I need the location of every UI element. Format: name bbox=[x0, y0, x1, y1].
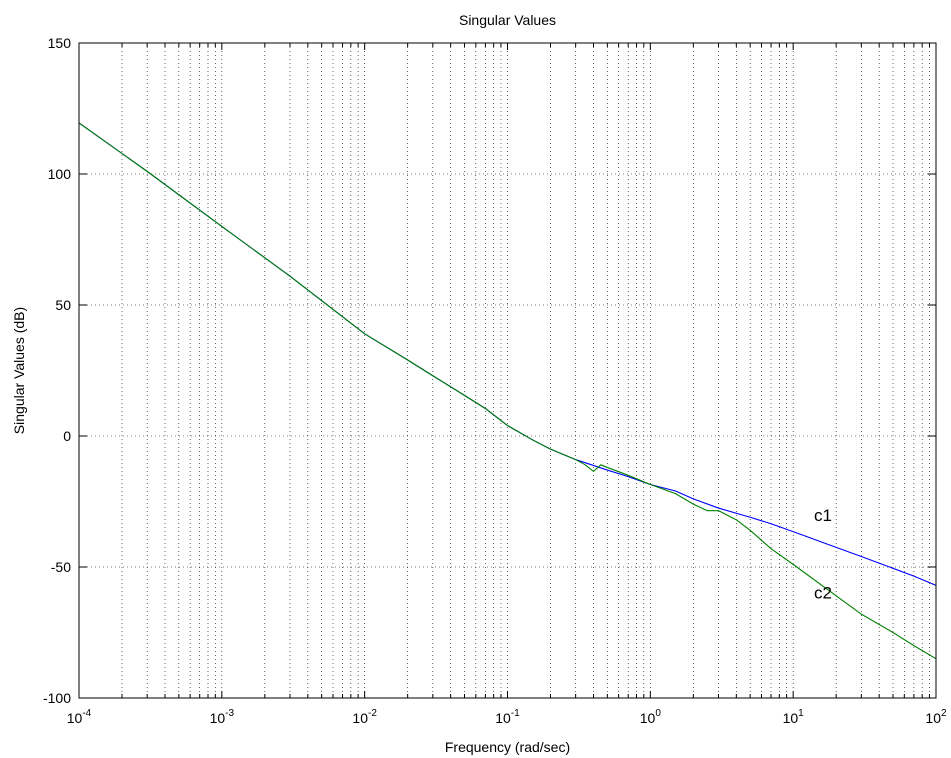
y-axis-label: Singular Values (dB) bbox=[11, 307, 27, 434]
grid bbox=[79, 43, 936, 698]
ticks bbox=[79, 42, 936, 699]
plot-area bbox=[79, 43, 936, 698]
annotation-c1: c1 bbox=[814, 506, 832, 525]
x-tick-label: 10-3 bbox=[210, 708, 235, 726]
y-tick-label: -50 bbox=[51, 559, 71, 575]
chart-title: Singular Values bbox=[459, 12, 556, 28]
x-tick-label: 101 bbox=[783, 708, 805, 726]
x-tick-label: 100 bbox=[640, 708, 662, 726]
annotations: c1 c2 bbox=[814, 506, 832, 602]
y-tick-label: 0 bbox=[63, 428, 71, 444]
x-tick-label: 10-2 bbox=[352, 708, 377, 726]
series-group bbox=[78, 122, 937, 660]
y-tick-label: 50 bbox=[55, 297, 71, 313]
tick-labels: 150 100 50 0 -50 -100 10-4 10-3 10-2 10-1 100 101 10… bbox=[43, 35, 947, 726]
y-tick-label: 150 bbox=[48, 35, 72, 51]
x-tick-label: 10-4 bbox=[67, 708, 92, 726]
y-tick-label: -100 bbox=[43, 690, 71, 706]
annotation-c2: c2 bbox=[814, 583, 832, 602]
x-axis-label: Frequency (rad/sec) bbox=[445, 739, 570, 755]
y-tick-label: 100 bbox=[48, 166, 72, 182]
x-tick-label: 10-1 bbox=[495, 708, 520, 726]
x-tick-label: 102 bbox=[925, 708, 947, 726]
series-line-c2 bbox=[78, 122, 937, 660]
